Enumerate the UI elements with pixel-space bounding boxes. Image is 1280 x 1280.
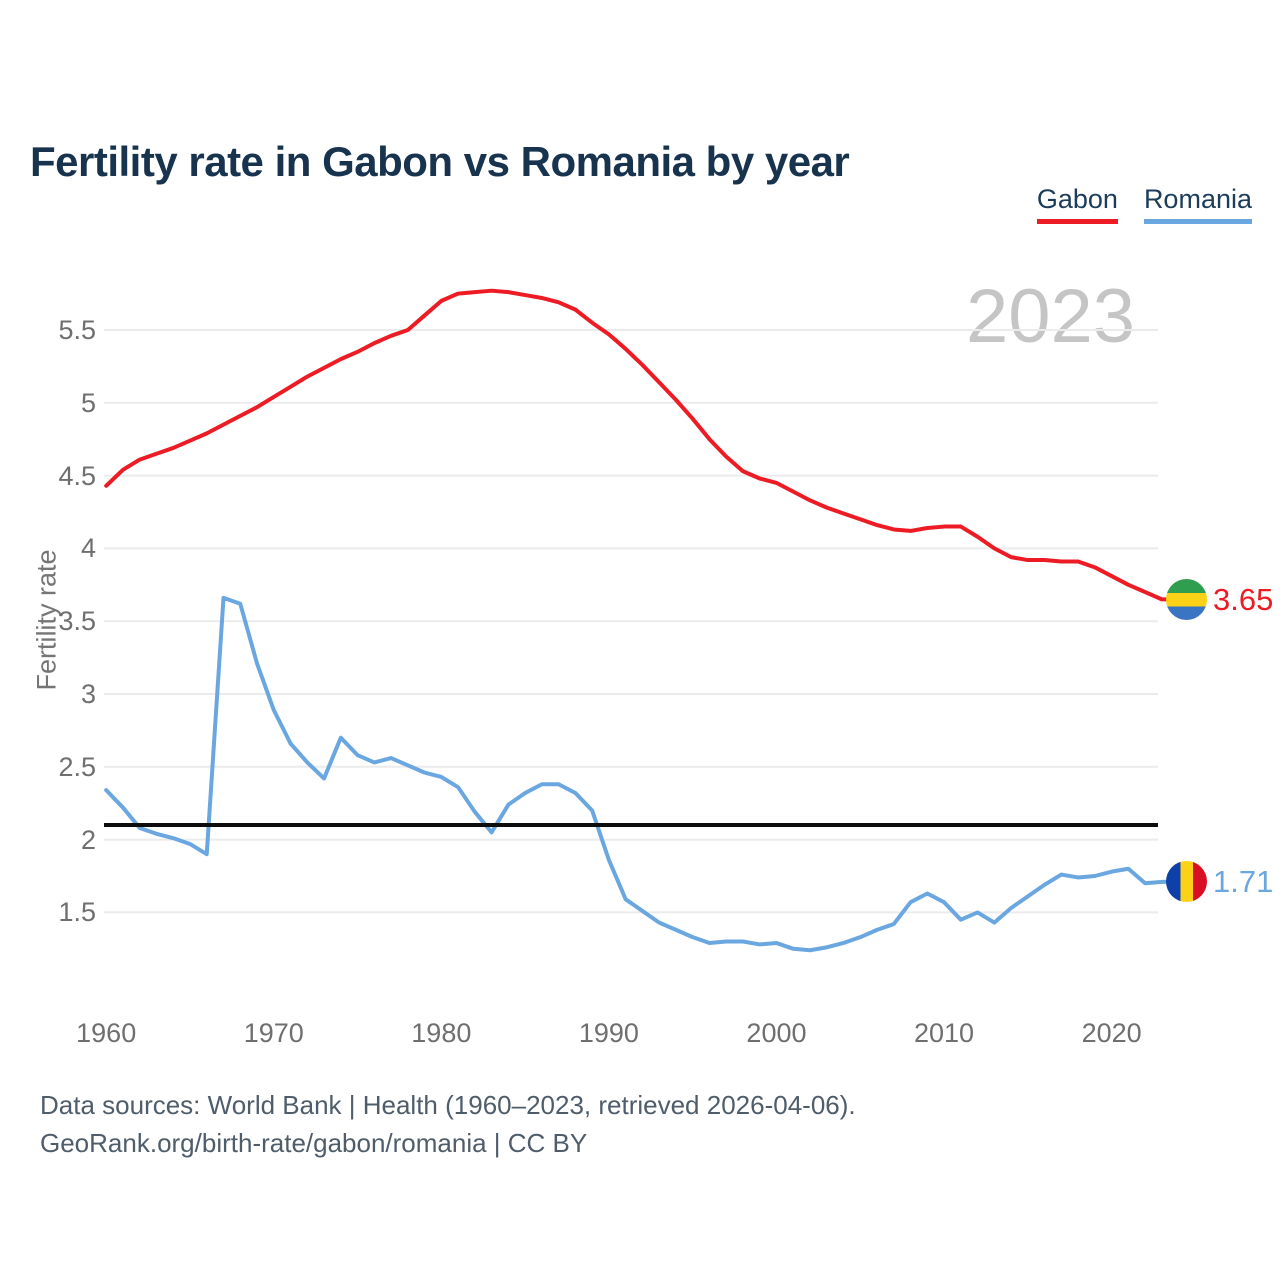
y-tick-label: 2.5 [58, 751, 96, 782]
legend-label-romania: Romania [1143, 184, 1252, 214]
footer-license-line: GeoRank.org/birth-rate/gabon/romania | C… [40, 1128, 588, 1158]
y-tick-label: 4 [80, 533, 96, 564]
legend-item-gabon[interactable]: Gabon [1036, 184, 1118, 224]
page-title: Fertility rate in Gabon vs Romania by ye… [30, 138, 850, 186]
x-tick-label: 1970 [243, 1018, 304, 1048]
attribution-footer: Data sources: World Bank | Health (1960–… [40, 1086, 856, 1162]
legend-item-romania[interactable]: Romania [1143, 184, 1252, 224]
y-tick-label: 3 [80, 679, 96, 709]
x-tick-label: 1960 [76, 1018, 137, 1048]
x-tick-label: 2020 [1081, 1018, 1142, 1048]
x-tick-label: 2010 [914, 1018, 975, 1048]
y-tick-label: 2 [80, 824, 96, 855]
legend-label-gabon: Gabon [1036, 184, 1118, 214]
gabon-end-value: 3.65 [1213, 581, 1274, 617]
y-tick-label: 5 [80, 387, 96, 418]
gabon-color-swatch [1036, 219, 1118, 224]
y-tick-label: 1.5 [58, 897, 96, 928]
y-tick-label: 5.5 [58, 315, 96, 345]
romania-color-swatch [1143, 219, 1252, 224]
legend: Gabon Romania [1036, 184, 1252, 224]
romania-end-value: 1.71 [1213, 864, 1274, 900]
x-tick-label: 1990 [578, 1018, 639, 1048]
footer-sources-line: Data sources: World Bank | Health (1960–… [40, 1090, 856, 1120]
romania-line [104, 595, 1172, 953]
gabon-flag-icon [1166, 578, 1207, 620]
romania-flag-icon [1166, 861, 1207, 903]
x-tick-label: 1980 [411, 1018, 472, 1048]
y-tick-label: 4.5 [58, 460, 96, 491]
gabon-line [104, 288, 1172, 602]
y-tick-label: 3.5 [58, 606, 96, 637]
x-tick-label: 2000 [746, 1018, 807, 1048]
year-watermark: 2023 [966, 274, 1136, 359]
